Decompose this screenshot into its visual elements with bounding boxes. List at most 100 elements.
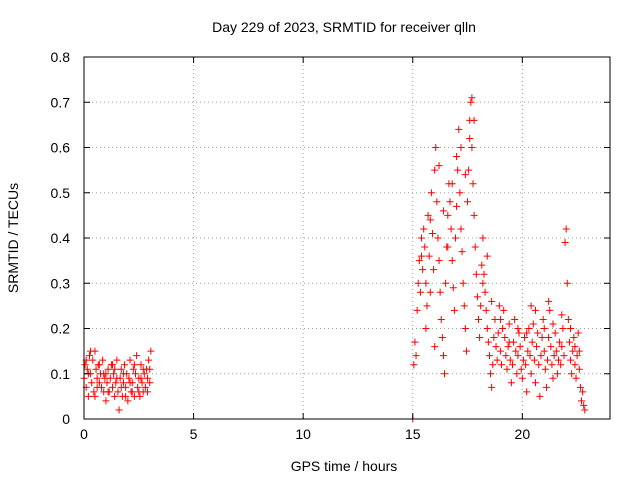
data-point (435, 257, 443, 265)
data-point (447, 225, 455, 233)
data-point (424, 211, 432, 219)
data-point (488, 383, 496, 391)
data-point (449, 284, 457, 292)
data-point (144, 374, 152, 382)
data-point (514, 352, 522, 360)
data-point (578, 397, 586, 405)
x-axis-ticks: 0 5 10 15 20 (80, 57, 530, 442)
data-point (488, 297, 496, 305)
data-point (564, 315, 572, 323)
data-point (466, 116, 474, 124)
data-point (558, 343, 566, 351)
data-point (580, 401, 588, 409)
data-point (547, 343, 555, 351)
data-point (482, 306, 490, 314)
data-point (436, 288, 444, 296)
data-point (114, 388, 122, 396)
data-point (85, 352, 93, 360)
data-point (531, 379, 539, 387)
data-point (91, 392, 99, 400)
y-tick-label: 0.6 (51, 140, 71, 156)
data-point (471, 243, 479, 251)
data-point (540, 325, 548, 332)
data-point (95, 379, 103, 387)
data-point (515, 329, 523, 337)
data-point (83, 365, 91, 373)
data-point (147, 347, 155, 355)
data-point (146, 365, 154, 373)
data-point (523, 329, 531, 337)
x-tick-label: 15 (405, 426, 421, 442)
data-point (104, 365, 112, 373)
data-point (516, 343, 524, 351)
data-point (496, 347, 504, 355)
data-point (126, 379, 134, 387)
data-point (444, 211, 452, 219)
data-point (485, 352, 493, 360)
data-point (477, 302, 485, 310)
data-point (544, 356, 552, 364)
data-point (557, 361, 565, 369)
data-point (132, 370, 140, 378)
data-point (414, 279, 422, 287)
grid-lines (84, 57, 610, 419)
data-point (467, 98, 475, 106)
data-point (139, 365, 147, 373)
data-point (137, 361, 145, 369)
data-point (513, 370, 521, 378)
data-point (502, 352, 510, 360)
data-point (518, 374, 526, 382)
data-point (106, 374, 114, 382)
data-point (528, 338, 536, 346)
x-tick-label: 10 (295, 426, 311, 442)
data-point (412, 352, 420, 360)
data-point (512, 347, 520, 355)
data-point (548, 361, 556, 369)
y-tick-label: 0 (62, 411, 70, 427)
data-points (80, 94, 589, 423)
data-point (425, 252, 433, 260)
data-point (542, 383, 550, 391)
data-point (433, 198, 441, 206)
data-point (537, 352, 545, 360)
data-point (525, 325, 533, 332)
data-point (573, 352, 581, 360)
data-point (144, 388, 152, 396)
data-point (506, 356, 514, 364)
data-point (437, 315, 445, 323)
data-point (527, 302, 535, 310)
data-point (135, 388, 143, 396)
data-point (457, 225, 465, 233)
y-tick-label: 0.7 (51, 94, 71, 110)
data-point (430, 266, 438, 274)
y-axis-ticks: 0 0.1 0.2 0.3 0.4 0.5 0.6 0.7 0.8 (51, 49, 610, 427)
data-point (495, 302, 503, 310)
data-point (122, 392, 130, 400)
data-point (496, 315, 504, 323)
data-point (113, 374, 121, 382)
data-point (466, 134, 474, 142)
data-point (119, 370, 127, 378)
data-point (439, 352, 447, 360)
x-tick-label: 20 (515, 426, 531, 442)
data-point (416, 288, 424, 296)
data-point (505, 338, 513, 346)
data-point (483, 325, 491, 332)
data-point (527, 370, 535, 378)
data-point (446, 198, 454, 206)
data-point (475, 315, 482, 323)
data-point (549, 320, 557, 328)
data-point (487, 370, 495, 378)
data-point (103, 379, 111, 387)
data-point (426, 288, 434, 296)
data-point (141, 383, 149, 391)
data-point (505, 320, 513, 328)
data-point (546, 306, 554, 314)
data-point (90, 388, 98, 396)
data-point (458, 248, 466, 256)
data-point (427, 189, 435, 197)
data-point (534, 329, 542, 337)
data-point (468, 144, 476, 151)
data-point (129, 365, 137, 373)
